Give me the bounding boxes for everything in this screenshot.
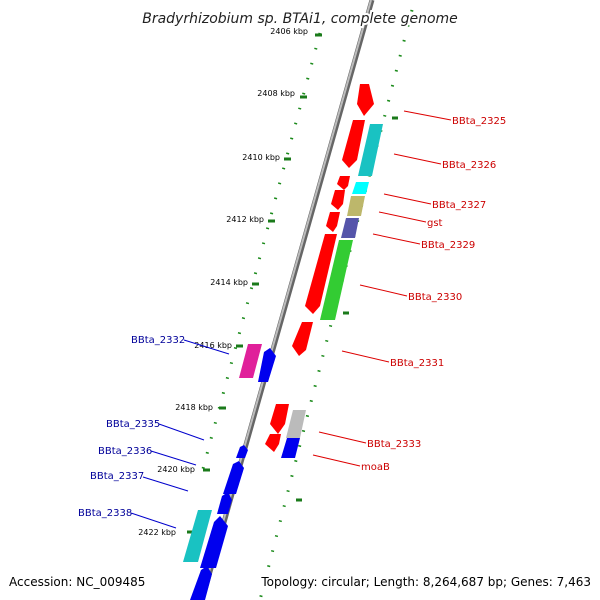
gene-arrow[interactable] (292, 322, 313, 356)
leader-line (130, 512, 177, 529)
leader-line (378, 211, 427, 223)
tick-label: 2416 kbp (194, 341, 232, 350)
genome-summary-text: Topology: circular; Length: 8,264,687 bp… (260, 575, 591, 589)
gene-arrow-blue[interactable] (258, 348, 276, 382)
reverse-gene-labels: BBta_2332 BBta_2335 BBta_2336 BBta_2337 … (78, 335, 185, 519)
leader-line (341, 350, 390, 363)
gene-label[interactable]: BBta_2325 (452, 116, 506, 127)
gene-label[interactable]: BBta_2329 (421, 240, 475, 251)
leader-line (312, 454, 361, 467)
gene-box-slate[interactable] (341, 218, 359, 238)
gene-label[interactable]: BBta_2330 (408, 292, 462, 303)
tick-label: 2420 kbp (157, 465, 195, 474)
tick-label: 2406 kbp (270, 27, 308, 36)
gene-arrow[interactable] (342, 120, 365, 168)
gene-box-magenta[interactable] (239, 344, 262, 378)
gene-arrow[interactable] (270, 404, 289, 434)
leader-line (383, 193, 432, 205)
tick-label: 2422 kbp (138, 528, 176, 537)
reverse-features (183, 344, 276, 600)
gene-box-cyan[interactable] (183, 510, 212, 562)
gene-box-blue[interactable] (281, 438, 300, 458)
gene-label[interactable]: gst (427, 218, 443, 229)
gene-arrow[interactable] (265, 434, 281, 452)
gene-arrow-blue[interactable] (236, 445, 248, 458)
leader-line (142, 476, 189, 492)
forward-genes (265, 84, 374, 452)
gene-label[interactable]: BBta_2326 (442, 160, 496, 171)
gene-arrow[interactable] (337, 176, 350, 190)
tick-labels: 2406 kbp 2408 kbp 2410 kbp 2412 kbp 2414… (138, 27, 308, 537)
forward-gene-labels: BBta_2325 BBta_2326 BBta_2327 gst BBta_2… (361, 116, 506, 473)
gene-arrow[interactable] (305, 234, 337, 314)
gene-arrow-blue[interactable] (190, 566, 212, 600)
gene-arrow-blue[interactable] (223, 461, 244, 494)
forward-features (281, 124, 383, 458)
leader-line (393, 153, 442, 165)
gene-arrow[interactable] (326, 212, 340, 232)
major-tick-marks (187, 33, 398, 534)
tick-label: 2412 kbp (226, 215, 264, 224)
gene-label[interactable]: BBta_2337 (90, 471, 144, 482)
tick-label: 2418 kbp (175, 403, 213, 412)
right-leader-lines (312, 110, 452, 467)
leader-line (359, 284, 408, 297)
leader-line (158, 423, 205, 441)
gene-label[interactable]: BBta_2333 (367, 439, 421, 450)
tick-label: 2408 kbp (257, 89, 295, 98)
gene-box-cyan[interactable] (352, 182, 369, 194)
gene-arrow-blue[interactable] (217, 492, 232, 514)
tick-label: 2414 kbp (210, 278, 248, 287)
gene-arrow[interactable] (331, 190, 345, 210)
tick-label: 2410 kbp (242, 153, 280, 162)
gene-arrow[interactable] (357, 84, 374, 116)
map-title: Bradyrhizobium sp. BTAi1, complete genom… (142, 11, 458, 27)
gene-box-khaki[interactable] (347, 196, 365, 216)
gene-label[interactable]: BBta_2332 (131, 335, 185, 346)
gene-label[interactable]: moaB (361, 462, 390, 473)
gene-label[interactable]: BBta_2331 (390, 358, 444, 369)
leader-line (372, 233, 421, 245)
gene-box-grey[interactable] (286, 410, 306, 438)
leader-line (150, 450, 197, 466)
leader-line (183, 339, 230, 355)
left-leader-lines (130, 339, 230, 529)
gene-box-green[interactable] (320, 240, 353, 320)
leader-line (403, 110, 452, 121)
gene-label[interactable]: BBta_2338 (78, 508, 132, 519)
gene-arrow-blue[interactable] (200, 516, 228, 568)
accession-text: Accession: NC_009485 (9, 575, 145, 589)
gene-label[interactable]: BBta_2336 (98, 446, 152, 457)
gene-box-cyan[interactable] (358, 124, 383, 176)
gene-label[interactable]: BBta_2327 (432, 200, 486, 211)
gene-label[interactable]: BBta_2335 (106, 419, 160, 430)
leader-line (318, 431, 367, 444)
